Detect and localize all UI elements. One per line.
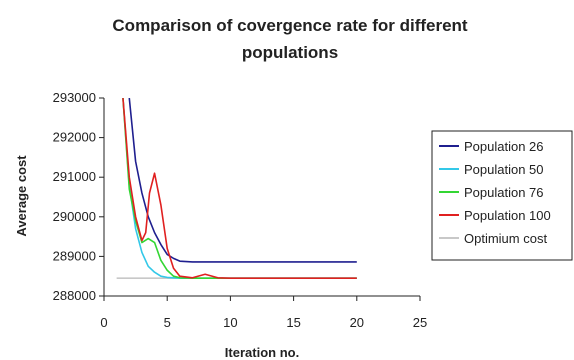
chart-title-line-1: Comparison of covergence rate for differ… [112, 16, 468, 35]
legend-label-population-76: Population 76 [464, 185, 544, 200]
x-tick-label: 5 [164, 315, 171, 330]
y-tick-label: 290000 [53, 209, 96, 224]
y-tick-label: 291000 [53, 169, 96, 184]
series-line-population-26 [128, 98, 357, 263]
x-tick-label: 15 [286, 315, 300, 330]
y-tick-label: 293000 [53, 90, 96, 105]
y-tick-label: 288000 [53, 288, 96, 303]
legend-label-population-100: Population 100 [464, 208, 551, 223]
x-tick-label: 0 [100, 315, 107, 330]
legend: Population 26 Population 50 Population 76 P… [431, 130, 573, 261]
legend-label-population-50: Population 50 [464, 162, 544, 177]
x-tick-label: 10 [223, 315, 237, 330]
series-line-population-76 [122, 98, 357, 279]
y-axis-label: Average cost [14, 155, 29, 237]
x-axis-label: Iteration no. [225, 345, 299, 360]
y-tick-label: 292000 [53, 130, 96, 145]
legend-label-optimium-cost: Optimium cost [464, 231, 547, 246]
series-line-population-100 [122, 98, 357, 279]
plot-area: 288000 289000 290000 291000 292000 293000 0 5 10… [53, 90, 428, 330]
y-tick-label: 289000 [53, 248, 96, 263]
legend-label-population-26: Population 26 [464, 139, 544, 154]
x-tick-label: 20 [350, 315, 364, 330]
chart-title-line-2: populations [242, 43, 338, 62]
x-tick-label: 25 [413, 315, 427, 330]
